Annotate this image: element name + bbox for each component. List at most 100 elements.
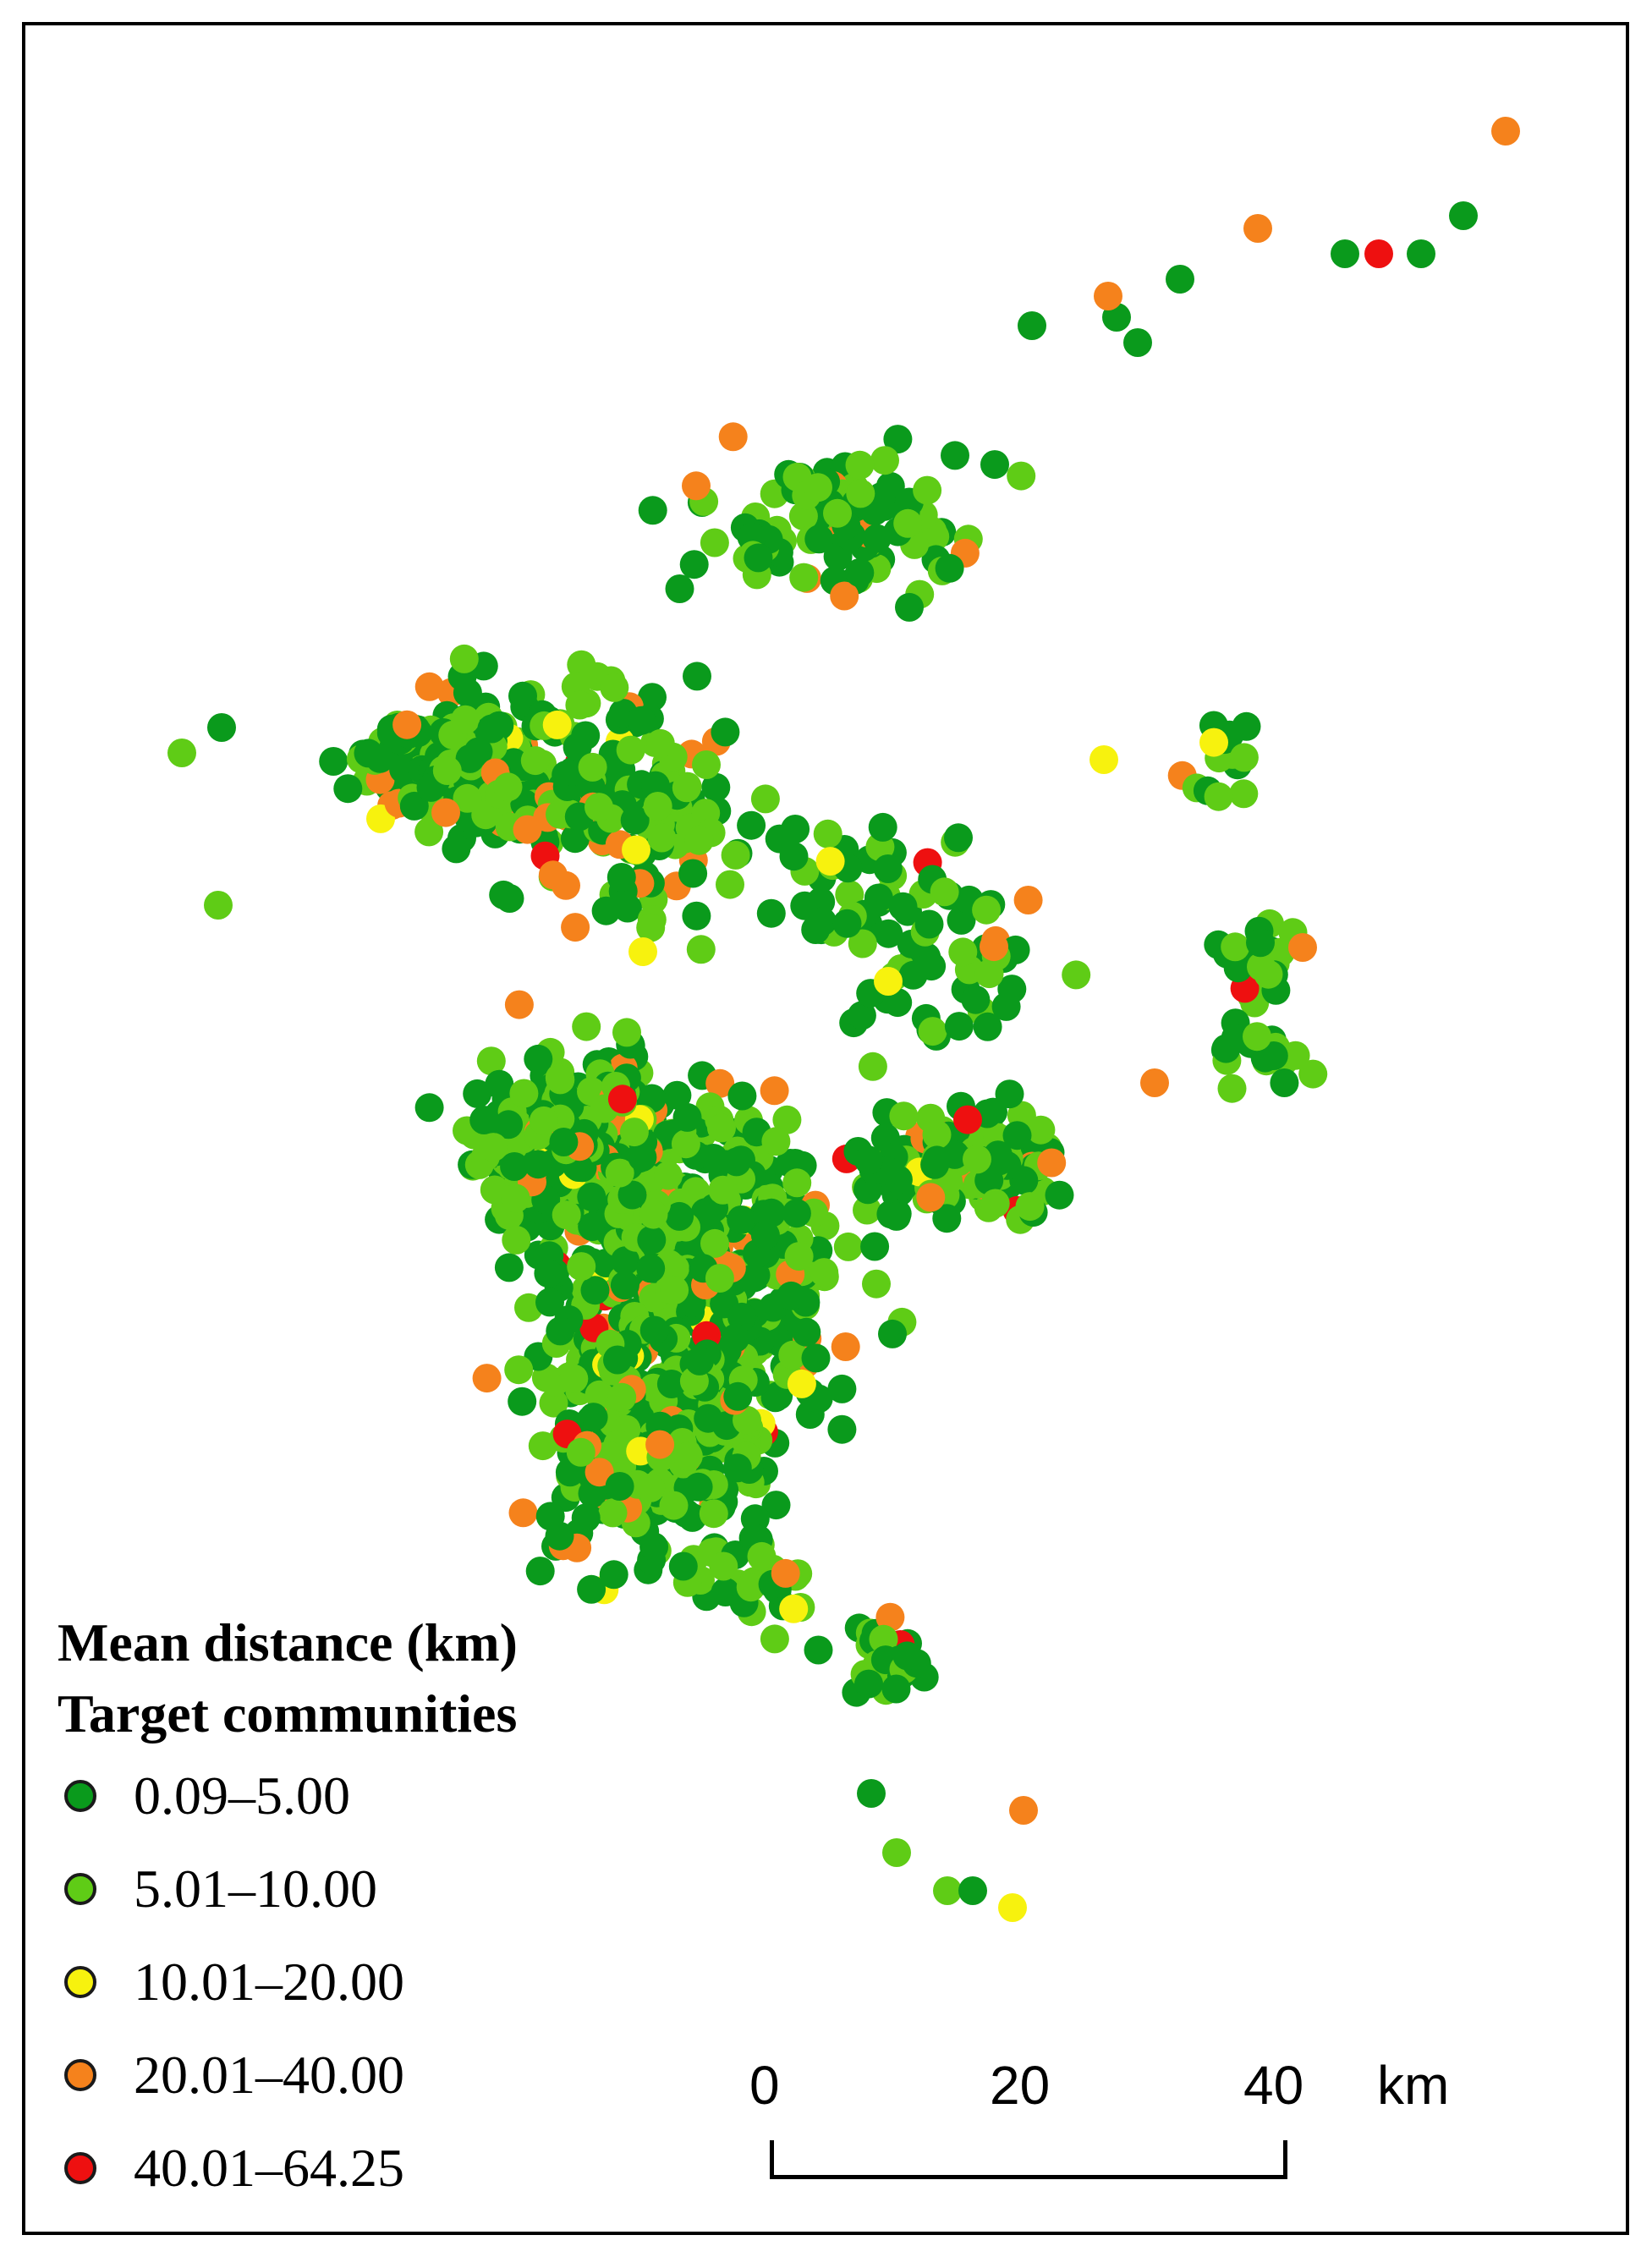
community-point	[944, 823, 973, 853]
community-point	[653, 1161, 683, 1190]
community-point	[685, 1346, 714, 1376]
community-point	[723, 1381, 753, 1411]
community-point	[577, 1182, 606, 1211]
community-point	[432, 756, 462, 785]
community-point	[513, 815, 542, 844]
community-point	[858, 1052, 887, 1081]
community-point	[656, 1370, 686, 1398]
community-point	[671, 1129, 700, 1159]
community-point	[991, 991, 1021, 1021]
community-point	[605, 1472, 634, 1501]
community-point	[524, 1044, 553, 1074]
community-point	[529, 1106, 558, 1135]
community-point	[1270, 1068, 1299, 1097]
community-point	[854, 1669, 883, 1699]
community-point	[815, 847, 845, 876]
community-point	[577, 1574, 606, 1604]
community-point	[647, 823, 677, 853]
community-point	[1221, 932, 1250, 962]
community-point	[935, 553, 964, 583]
community-point	[727, 1205, 756, 1234]
community-point	[1140, 1068, 1169, 1097]
community-point	[1026, 1115, 1056, 1145]
community-point	[830, 581, 859, 611]
legend-item-class-3: 10.01–20.00	[58, 1936, 518, 2029]
community-point	[789, 563, 819, 592]
community-point	[572, 1012, 601, 1041]
community-point	[611, 1246, 640, 1276]
community-point	[665, 1201, 694, 1231]
community-point	[810, 1258, 839, 1288]
community-point	[619, 1118, 649, 1147]
community-point	[747, 1541, 777, 1571]
community-point	[571, 1503, 601, 1533]
community-point	[782, 1199, 811, 1228]
community-point	[857, 1779, 886, 1808]
community-point	[449, 644, 479, 673]
community-point	[700, 1228, 729, 1258]
community-point	[645, 1430, 675, 1459]
community-point	[853, 1145, 883, 1175]
community-point	[485, 1069, 514, 1099]
community-point	[620, 805, 650, 835]
community-point	[1199, 728, 1228, 757]
community-point	[549, 1128, 579, 1156]
community-point	[1094, 282, 1122, 310]
community-point	[833, 1232, 863, 1261]
community-point	[638, 683, 667, 712]
community-point	[645, 728, 675, 758]
community-point	[504, 1355, 534, 1385]
community-point	[761, 1127, 791, 1156]
community-point	[916, 1183, 946, 1212]
community-point	[835, 880, 864, 909]
community-point	[1281, 1041, 1310, 1070]
community-point	[414, 672, 444, 701]
community-point	[1211, 1034, 1241, 1063]
legend-swatch-class-2	[64, 1873, 96, 1905]
community-point	[845, 450, 875, 480]
community-point	[707, 1113, 736, 1143]
map-frame	[22, 22, 1629, 2235]
community-point	[958, 1876, 987, 1905]
community-point	[757, 1198, 786, 1227]
community-point	[862, 1269, 891, 1299]
community-point	[778, 1340, 808, 1370]
community-point	[1217, 1074, 1247, 1103]
community-point	[622, 835, 650, 865]
community-point	[365, 744, 395, 773]
community-point	[686, 935, 716, 964]
community-point	[493, 772, 523, 802]
community-point	[941, 441, 969, 470]
community-point	[565, 690, 595, 720]
community-point	[1232, 711, 1261, 741]
community-point	[1009, 1796, 1038, 1825]
community-point	[953, 1105, 982, 1134]
scale-unit-km: km	[1377, 2055, 1450, 2116]
community-point	[881, 1201, 911, 1231]
community-point	[501, 1183, 530, 1213]
community-point	[709, 1551, 738, 1581]
community-point	[974, 1166, 1004, 1195]
community-point	[672, 773, 701, 803]
community-point	[708, 1175, 738, 1205]
community-point	[1246, 928, 1275, 958]
community-point	[1204, 782, 1233, 811]
community-point	[535, 1288, 564, 1317]
community-point	[705, 1264, 734, 1293]
community-point	[463, 1079, 492, 1108]
community-point	[1364, 239, 1393, 268]
community-point	[453, 783, 482, 813]
community-point	[1229, 779, 1259, 809]
community-point	[881, 1674, 911, 1704]
community-point	[636, 1254, 666, 1283]
community-point	[718, 422, 748, 452]
community-point	[1015, 1192, 1045, 1222]
community-point	[917, 952, 947, 981]
community-point	[1243, 214, 1272, 243]
community-point	[744, 543, 773, 573]
community-point	[722, 1453, 752, 1483]
community-point	[721, 1323, 750, 1353]
community-point	[933, 1876, 962, 1905]
legend-item-class-1: 0.09–5.00	[58, 1749, 518, 1842]
community-point	[860, 1232, 890, 1261]
